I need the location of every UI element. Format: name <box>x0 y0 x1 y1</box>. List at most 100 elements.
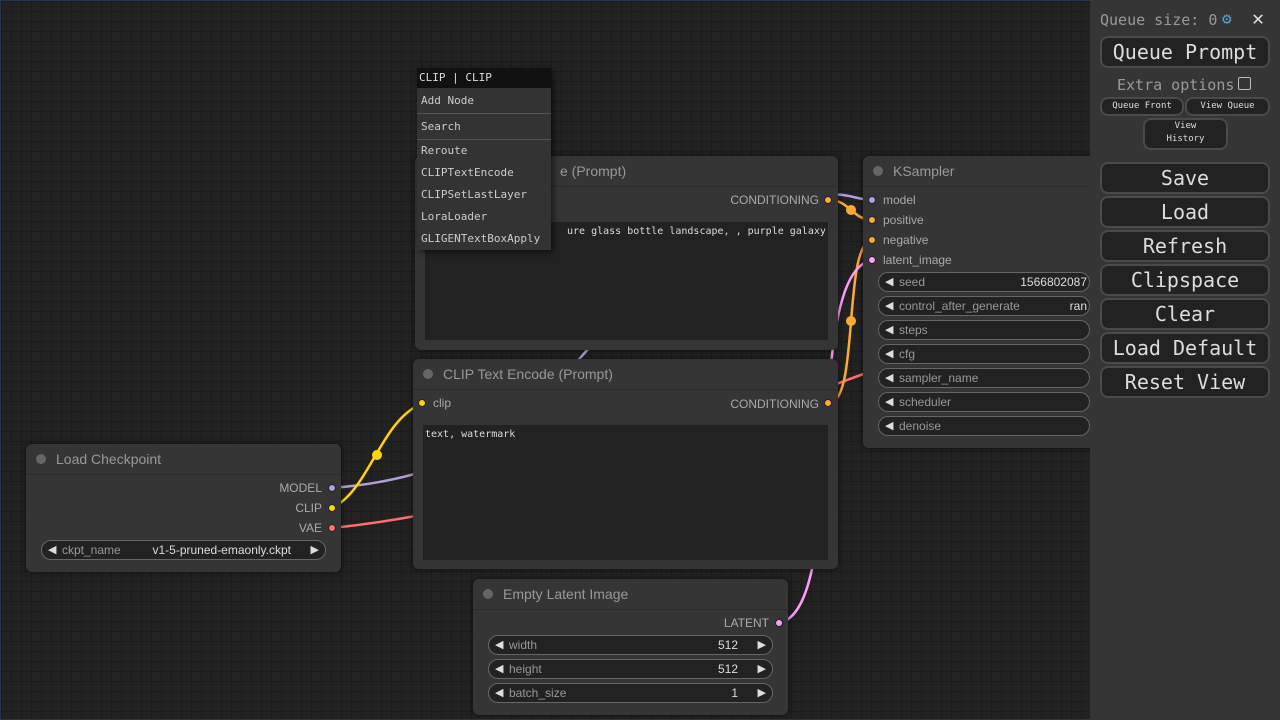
decrement-arrow-icon[interactable]: ◀ <box>495 663 504 675</box>
queue-size-label: Queue size: 0 <box>1100 11 1218 29</box>
view-queue-button[interactable]: View Queue <box>1185 97 1270 116</box>
node-title-text: e (Prompt) <box>560 163 627 179</box>
menu-item-cliptextencode[interactable]: CLIPTextEncode <box>421 166 514 179</box>
output-clip-dot[interactable] <box>328 504 336 512</box>
input-positive: positive <box>883 213 924 227</box>
widget-value: 1 <box>731 686 738 700</box>
batch-size-widget[interactable]: ◀ batch_size 1 ▶ <box>488 683 773 703</box>
decrement-arrow-icon[interactable]: ◀ <box>885 396 894 408</box>
decrement-arrow-icon[interactable]: ◀ <box>885 276 894 288</box>
width-widget[interactable]: ◀ width 512 ▶ <box>488 635 773 655</box>
menu-item-search[interactable]: Search <box>417 114 551 140</box>
scheduler-widget[interactable]: ◀scheduler▶ <box>878 392 1090 412</box>
node-title-text: CLIP Text Encode (Prompt) <box>443 366 613 382</box>
widget-label: height <box>509 662 542 676</box>
output-vae: VAE <box>298 521 322 535</box>
node-title[interactable]: Empty Latent Image <box>473 579 788 610</box>
view-history-button[interactable]: View History <box>1143 118 1228 150</box>
widget-label: denoise <box>899 419 942 433</box>
collapse-dot[interactable] <box>873 166 883 176</box>
load-button[interactable]: Load <box>1100 196 1270 228</box>
output-conditioning-dot[interactable] <box>824 196 832 204</box>
collapse-dot[interactable] <box>36 454 46 464</box>
collapse-dot[interactable] <box>483 589 493 599</box>
widget-label: steps <box>899 323 928 337</box>
clear-button[interactable]: Clear <box>1100 298 1270 330</box>
queue-sidebar: Queue size: 0 ⚙ ✕ Queue Prompt Extra opt… <box>1090 0 1280 720</box>
menu-item-gligentextboxapply[interactable]: GLIGENTextBoxApply <box>421 232 541 245</box>
output-latent-dot[interactable] <box>775 619 783 627</box>
input-negative: negative <box>883 233 929 247</box>
input-positive-dot[interactable] <box>868 216 876 224</box>
ckpt-name-combo[interactable]: ◀ ckpt_name v1-5-pruned-emaonly.ckpt ▶ <box>41 540 326 560</box>
output-conditioning-dot[interactable] <box>824 399 832 407</box>
decrement-arrow-icon[interactable]: ◀ <box>885 348 894 360</box>
input-model-dot[interactable] <box>868 196 876 204</box>
close-icon[interactable]: ✕ <box>1252 6 1265 30</box>
output-conditioning: CONDITIONING <box>730 397 819 411</box>
wire-clip-midpoint <box>372 450 382 460</box>
extra-options-checkbox[interactable] <box>1238 77 1251 90</box>
widget-value: 512 <box>717 638 738 652</box>
context-menu: CLIP | CLIP Add Node Search Reroute CLIP… <box>417 68 551 250</box>
widget-value: 1566802087 <box>1020 275 1087 289</box>
gear-icon[interactable]: ⚙ <box>1222 9 1232 28</box>
prompt-textarea[interactable]: text, watermark <box>423 425 828 560</box>
decrement-arrow-icon[interactable]: ◀ <box>885 372 894 384</box>
steps-widget[interactable]: ◀steps▶ <box>878 320 1090 340</box>
decrement-arrow-icon[interactable]: ◀ <box>495 639 504 651</box>
empty-latent-image-node[interactable]: Empty Latent Image LATENT ◀ width 512 ▶ ◀ hei… <box>473 579 788 715</box>
decrement-arrow-icon[interactable]: ◀ <box>495 687 504 699</box>
output-model-dot[interactable] <box>328 484 336 492</box>
menu-item-loraloader[interactable]: LoraLoader <box>421 210 488 223</box>
save-button[interactable]: Save <box>1100 162 1270 194</box>
output-clip: CLIP <box>295 501 322 515</box>
increment-arrow-icon[interactable]: ▶ <box>757 687 766 699</box>
output-vae-dot[interactable] <box>328 524 336 532</box>
increment-arrow-icon[interactable]: ▶ <box>757 639 766 651</box>
decrement-arrow-icon[interactable]: ◀ <box>885 420 894 432</box>
menu-item-clipsetlastlayer[interactable]: CLIPSetLastLayer <box>421 188 527 201</box>
output-model: MODEL <box>279 481 322 495</box>
menu-item-add-node[interactable]: Add Node <box>417 88 551 114</box>
menu-item-reroute[interactable]: Reroute <box>421 144 468 157</box>
node-title[interactable]: Load Checkpoint <box>26 444 341 475</box>
denoise-widget[interactable]: ◀denoise▶ <box>878 416 1090 436</box>
collapse-dot[interactable] <box>423 369 433 379</box>
queue-front-button[interactable]: Queue Front <box>1100 97 1184 116</box>
node-title[interactable]: KSampler <box>863 156 1123 187</box>
sampler-name-widget[interactable]: ◀sampler_name▶ <box>878 368 1090 388</box>
widget-label: cfg <box>899 347 916 361</box>
node-title[interactable]: CLIP Text Encode (Prompt) <box>413 359 838 390</box>
increment-arrow-icon[interactable]: ▶ <box>757 663 766 675</box>
widget-label: sampler_name <box>899 371 979 385</box>
widget-label: seed <box>899 275 926 289</box>
load-checkpoint-node[interactable]: Load Checkpoint MODEL CLIP VAE ◀ ckpt_na… <box>26 444 341 572</box>
output-conditioning: CONDITIONING <box>730 193 819 207</box>
ksampler-node[interactable]: KSampler model positive negative latent_ima… <box>863 156 1123 448</box>
widget-label: ckpt_name <box>62 543 121 557</box>
decrement-arrow-icon[interactable]: ◀ <box>48 544 57 556</box>
widget-label: batch_size <box>509 686 567 700</box>
decrement-arrow-icon[interactable]: ◀ <box>885 300 894 312</box>
clipspace-button[interactable]: Clipspace <box>1100 264 1270 296</box>
node-title-text: Empty Latent Image <box>503 586 629 602</box>
input-clip-dot[interactable] <box>418 399 426 407</box>
queue-prompt-button[interactable]: Queue Prompt <box>1100 36 1270 68</box>
input-clip: clip <box>433 396 452 410</box>
cfg-widget[interactable]: ◀cfg▶ <box>878 344 1090 364</box>
clip-text-encode-negative-node[interactable]: CLIP Text Encode (Prompt) clip CONDITION… <box>413 359 838 569</box>
decrement-arrow-icon[interactable]: ◀ <box>885 324 894 336</box>
input-latent-image: latent_image <box>883 253 952 267</box>
refresh-button[interactable]: Refresh <box>1100 230 1270 262</box>
widget-value: 512 <box>717 662 738 676</box>
input-negative-dot[interactable] <box>868 236 876 244</box>
load-default-button[interactable]: Load Default <box>1100 332 1270 364</box>
wire-positive-midpoint <box>846 205 856 215</box>
height-widget[interactable]: ◀ height 512 ▶ <box>488 659 773 679</box>
input-latent-image-dot[interactable] <box>868 256 876 264</box>
reset-view-button[interactable]: Reset View <box>1100 366 1270 398</box>
increment-arrow-icon[interactable]: ▶ <box>310 544 319 556</box>
